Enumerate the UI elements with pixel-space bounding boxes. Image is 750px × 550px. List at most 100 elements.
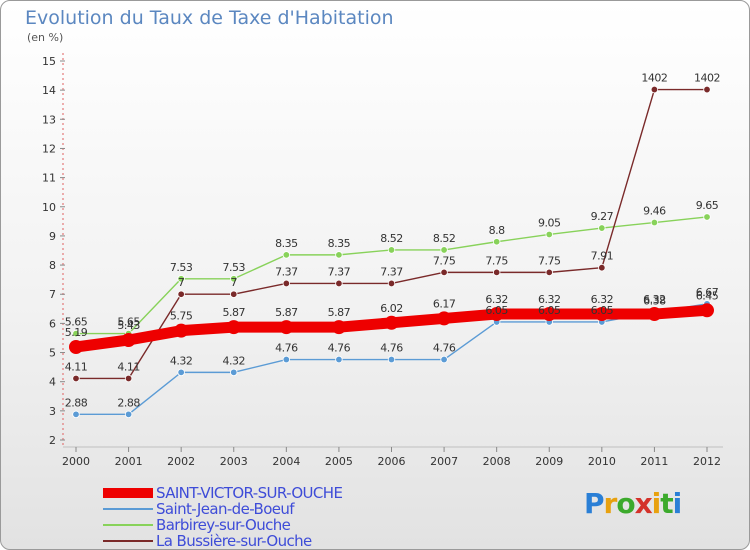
data-label: 6.32 xyxy=(643,293,666,306)
x-tick-label: 2005 xyxy=(325,455,353,468)
legend-item-saint-jean[interactable]: Saint-Jean-de-Boeuf xyxy=(103,501,342,517)
data-label: 7.37 xyxy=(328,265,351,278)
data-label: 4.32 xyxy=(170,354,193,367)
chart-unit-label: (en %) xyxy=(27,31,64,44)
data-label: 9.05 xyxy=(538,216,561,229)
data-label: 7.53 xyxy=(170,261,193,274)
x-tick-label: 2000 xyxy=(62,455,90,468)
y-tick-label: 11 xyxy=(42,172,56,185)
data-label: 7 xyxy=(178,276,185,289)
data-point xyxy=(492,268,501,277)
data-label: 7 xyxy=(231,276,238,289)
data-point xyxy=(440,246,448,254)
data-point xyxy=(72,410,80,419)
data-label: 6.05 xyxy=(591,304,614,317)
data-label: 1402 xyxy=(694,72,720,85)
data-point xyxy=(335,279,343,288)
data-point xyxy=(124,374,133,383)
data-label: 5.65 xyxy=(117,316,140,329)
data-label: 9.65 xyxy=(696,199,719,212)
legend-label-barbirey: Barbirey-sur-Ouche xyxy=(156,516,291,534)
x-tick-label: 2007 xyxy=(430,455,458,468)
data-point xyxy=(542,307,557,322)
data-label: 6.45 xyxy=(696,289,719,302)
data-point xyxy=(72,329,80,338)
y-tick-label: 6 xyxy=(49,317,56,330)
chart-title: Evolution du Taux de Taxe d'Habitation xyxy=(25,7,394,29)
data-label: 6.32 xyxy=(485,293,508,306)
data-label: 7.37 xyxy=(380,265,403,278)
y-tick-label: 2 xyxy=(49,434,56,447)
x-tick-label: 2002 xyxy=(167,455,195,468)
data-label: 8.35 xyxy=(275,237,298,250)
data-point xyxy=(598,224,606,232)
data-point xyxy=(177,290,185,298)
data-point xyxy=(335,355,343,364)
y-tick-label: 14 xyxy=(42,84,56,97)
data-point xyxy=(124,410,133,419)
data-point xyxy=(440,268,448,277)
data-label: 6.32 xyxy=(591,293,614,306)
logo-letter: i xyxy=(651,487,662,520)
data-label: 5.43 xyxy=(117,319,140,332)
x-tick-label: 2010 xyxy=(588,455,616,468)
data-point xyxy=(650,218,659,227)
logo-letter: r xyxy=(603,487,618,520)
data-point xyxy=(703,213,711,221)
data-point xyxy=(121,333,136,348)
x-tick-label: 2011 xyxy=(640,455,668,468)
y-tick-label: 10 xyxy=(42,201,56,214)
y-tick-label: 3 xyxy=(49,405,56,418)
proxiti-logo: Proxiti xyxy=(584,487,682,520)
data-label: 4.76 xyxy=(433,342,456,355)
data-label: 8.52 xyxy=(380,232,403,245)
y-tick-label: 4 xyxy=(49,376,56,389)
data-label: 8.8 xyxy=(489,224,505,237)
y-tick-label: 9 xyxy=(49,230,56,243)
data-point xyxy=(230,290,238,298)
data-point xyxy=(174,323,189,338)
data-point xyxy=(177,368,185,377)
y-tick-label: 7 xyxy=(49,288,56,301)
logo-letter: o xyxy=(616,487,635,520)
data-point xyxy=(387,279,396,288)
data-label: 5.65 xyxy=(65,316,88,329)
data-label: 6.17 xyxy=(433,297,456,310)
data-point xyxy=(69,339,83,354)
data-point xyxy=(230,368,238,377)
data-point xyxy=(594,307,609,322)
data-point xyxy=(647,307,662,322)
y-tick-label: 13 xyxy=(42,113,56,126)
data-point xyxy=(279,320,294,335)
data-label: 7.53 xyxy=(223,261,246,274)
data-point xyxy=(489,307,504,322)
data-point xyxy=(437,311,452,326)
data-label: 7.75 xyxy=(433,254,456,267)
x-tick-label: 2008 xyxy=(483,455,511,468)
data-label: 4.76 xyxy=(380,342,403,355)
legend-item-saint-victor[interactable]: SAINT-VICTOR-SUR-OUCHE xyxy=(103,485,343,501)
legend-item-bussiere[interactable]: La Bussière-sur-Ouche xyxy=(103,533,342,549)
data-label: 6.05 xyxy=(485,304,508,317)
legend-label-saint-jean: Saint-Jean-de-Boeuf xyxy=(156,500,295,518)
data-label: 7.37 xyxy=(275,265,298,278)
data-point xyxy=(440,355,448,364)
y-tick-label: 8 xyxy=(49,259,56,272)
data-label: 6.38 xyxy=(643,294,666,307)
data-point xyxy=(384,315,399,330)
data-label: 5.87 xyxy=(223,306,246,319)
data-label: 5.75 xyxy=(170,310,193,323)
y-tick-label: 15 xyxy=(42,55,56,68)
data-point xyxy=(282,355,291,364)
data-point xyxy=(331,320,346,335)
legend-swatch-barbirey xyxy=(103,524,153,526)
data-label: 4.32 xyxy=(223,354,246,367)
legend-label-bussiere: La Bussière-sur-Ouche xyxy=(156,532,312,550)
data-label: 9.46 xyxy=(643,205,666,218)
legend-item-barbirey[interactable]: Barbirey-sur-Ouche xyxy=(103,517,342,533)
logo-letter: P xyxy=(584,487,605,520)
y-tick-label: 5 xyxy=(49,347,56,360)
logo-letter: t xyxy=(660,487,673,520)
